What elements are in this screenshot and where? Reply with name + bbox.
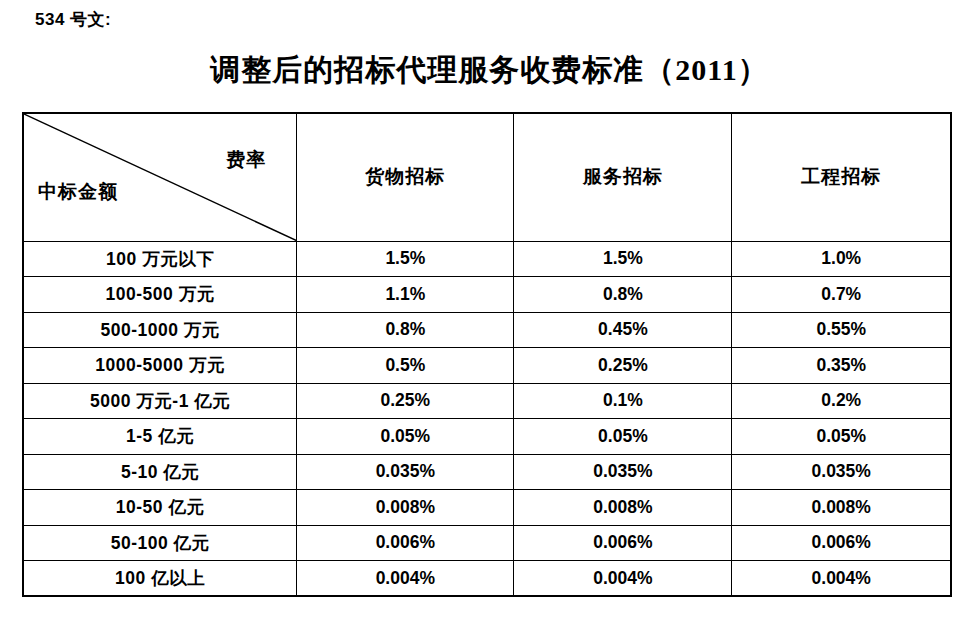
- fee-rate-value: 0.1%: [514, 383, 732, 419]
- fee-rate-value: 0.004%: [297, 561, 514, 597]
- row-label-amount-tier: 10-50 亿元: [23, 490, 297, 526]
- table-row: 100-500 万元1.1%0.8%0.7%: [23, 277, 951, 313]
- table-row: 500-1000 万元0.8%0.45%0.55%: [23, 312, 951, 348]
- fee-rate-value: 0.006%: [514, 525, 732, 561]
- fee-rate-value: 0.004%: [732, 561, 951, 597]
- diagonal-corner-cell: 费率 中标金额: [23, 113, 297, 241]
- fee-rate-value: 0.55%: [732, 312, 951, 348]
- row-label-amount-tier: 500-1000 万元: [23, 312, 297, 348]
- fee-rate-table: 费率 中标金额 货物招标 服务招标 工程招标 100 万元以下1.5%1.5%1…: [22, 112, 952, 597]
- row-label-amount-tier: 1-5 亿元: [23, 419, 297, 455]
- fee-rate-value: 0.25%: [297, 383, 514, 419]
- fee-rate-value: 0.006%: [732, 525, 951, 561]
- fee-rate-value: 0.008%: [732, 490, 951, 526]
- column-header-engineering: 工程招标: [732, 113, 951, 241]
- fee-rate-value: 0.2%: [732, 383, 951, 419]
- diagonal-divider-line: [24, 114, 296, 241]
- column-header-goods: 货物招标: [297, 113, 514, 241]
- fee-rate-value: 1.5%: [297, 241, 514, 277]
- fee-rate-value: 0.25%: [514, 348, 732, 384]
- table-row: 100 万元以下1.5%1.5%1.0%: [23, 241, 951, 277]
- table-row: 5-10 亿元0.035%0.035%0.035%: [23, 454, 951, 490]
- fee-rate-value: 0.5%: [297, 348, 514, 384]
- table-row: 100 亿以上0.004%0.004%0.004%: [23, 561, 951, 597]
- corner-label-amount: 中标金额: [38, 179, 118, 205]
- row-label-amount-tier: 1000-5000 万元: [23, 348, 297, 384]
- fee-rate-value: 0.45%: [514, 312, 732, 348]
- fee-rate-value: 0.8%: [514, 277, 732, 313]
- table-row: 1000-5000 万元0.5%0.25%0.35%: [23, 348, 951, 384]
- column-header-services: 服务招标: [514, 113, 732, 241]
- table-row: 50-100 亿元0.006%0.006%0.006%: [23, 525, 951, 561]
- table-row: 10-50 亿元0.008%0.008%0.008%: [23, 490, 951, 526]
- row-label-amount-tier: 5000 万元-1 亿元: [23, 383, 297, 419]
- fee-rate-value: 0.008%: [514, 490, 732, 526]
- row-label-amount-tier: 5-10 亿元: [23, 454, 297, 490]
- row-label-amount-tier: 100 亿以上: [23, 561, 297, 597]
- fee-rate-value: 0.05%: [514, 419, 732, 455]
- fee-rate-value: 0.008%: [297, 490, 514, 526]
- page-title: 调整后的招标代理服务收费标准（2011）: [0, 50, 979, 91]
- fee-rate-value: 0.006%: [297, 525, 514, 561]
- fee-rate-value: 0.35%: [732, 348, 951, 384]
- fee-rate-value: 0.035%: [297, 454, 514, 490]
- row-label-amount-tier: 50-100 亿元: [23, 525, 297, 561]
- fee-table-body: 100 万元以下1.5%1.5%1.0%100-500 万元1.1%0.8%0.…: [23, 241, 951, 596]
- row-label-amount-tier: 100 万元以下: [23, 241, 297, 277]
- fee-rate-value: 1.5%: [514, 241, 732, 277]
- fee-rate-value: 0.8%: [297, 312, 514, 348]
- corner-label-rate: 费率: [226, 147, 266, 173]
- table-row: 5000 万元-1 亿元0.25%0.1%0.2%: [23, 383, 951, 419]
- fee-rate-value: 0.035%: [732, 454, 951, 490]
- table-row: 1-5 亿元0.05%0.05%0.05%: [23, 419, 951, 455]
- row-label-amount-tier: 100-500 万元: [23, 277, 297, 313]
- fee-rate-value: 0.05%: [297, 419, 514, 455]
- fee-rate-value: 0.004%: [514, 561, 732, 597]
- document-page: 534 号文: 调整后的招标代理服务收费标准（2011） 费率 中标金额 货物招…: [0, 0, 979, 629]
- fee-rate-value: 1.1%: [297, 277, 514, 313]
- table-header-row: 费率 中标金额 货物招标 服务招标 工程招标: [23, 113, 951, 241]
- fee-rate-value: 0.05%: [732, 419, 951, 455]
- fee-rate-value: 0.7%: [732, 277, 951, 313]
- fee-rate-value: 1.0%: [732, 241, 951, 277]
- fee-rate-value: 0.035%: [514, 454, 732, 490]
- doc-reference-label: 534 号文:: [35, 8, 111, 31]
